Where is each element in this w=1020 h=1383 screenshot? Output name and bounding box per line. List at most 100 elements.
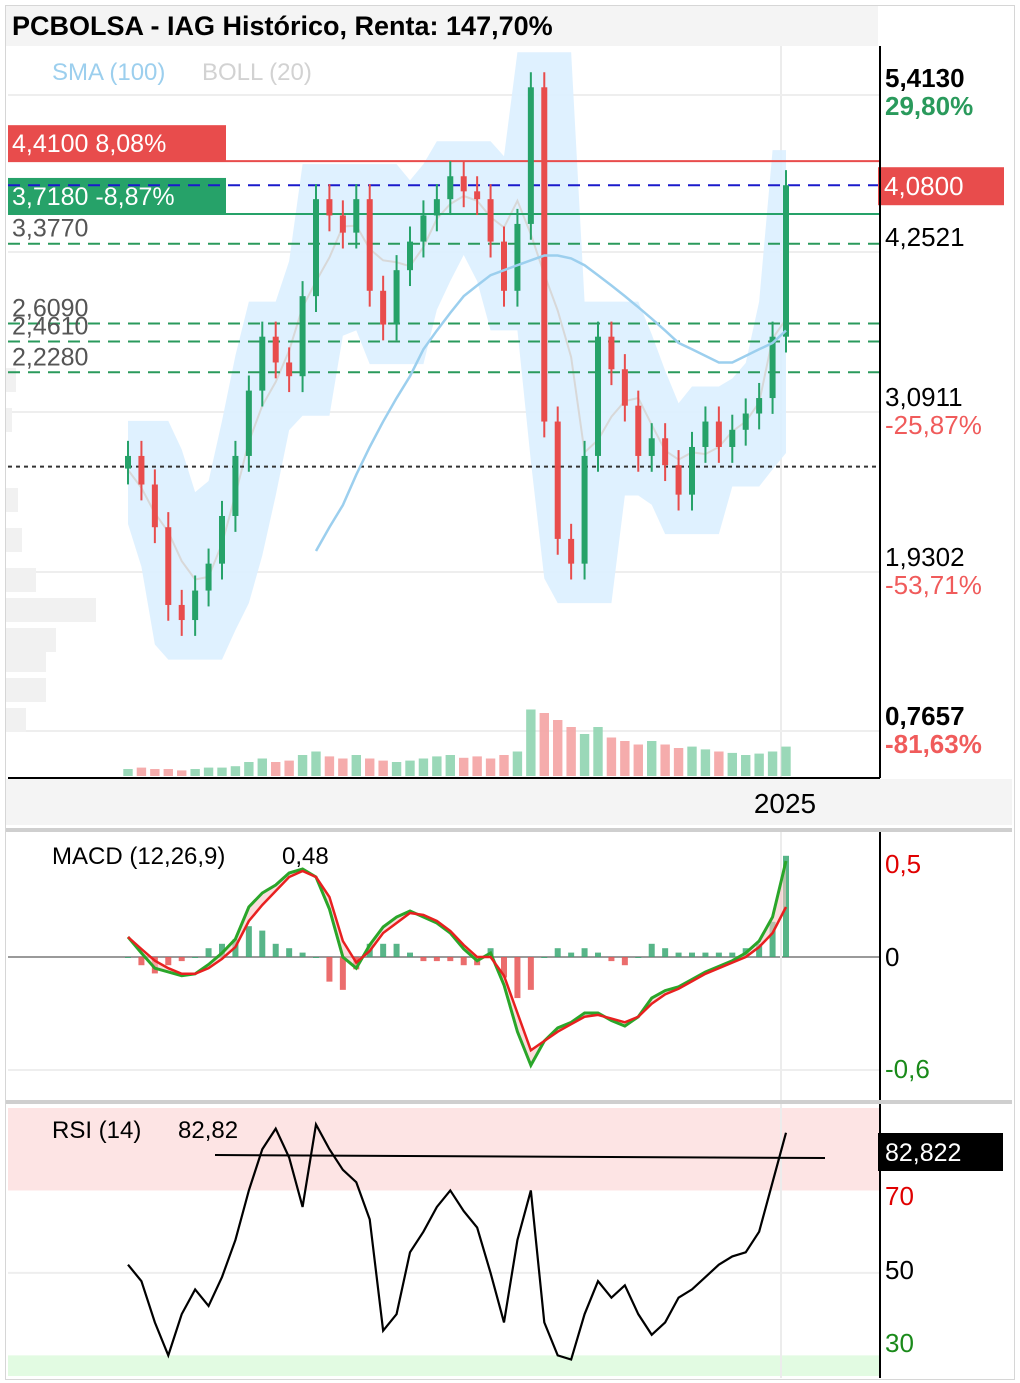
candle-body: [568, 538, 575, 564]
rsi-label: RSI (14): [52, 1117, 141, 1144]
volume-bar: [257, 758, 267, 776]
volume-profile-bar: [6, 568, 36, 592]
volume-bar: [445, 755, 455, 776]
volume-bars: [123, 709, 791, 776]
volume-profile-bar: [6, 368, 16, 392]
candle-body: [313, 199, 319, 297]
rsi-value: 82,82: [178, 1117, 238, 1144]
y-tick-percent: -53,71%: [885, 570, 982, 600]
macd-histogram-bar: [621, 957, 628, 966]
volume-bar: [324, 756, 335, 776]
candle-body: [729, 429, 736, 447]
candle-body: [447, 176, 454, 200]
macd-histogram-bar: [527, 957, 534, 990]
macd-histogram-bar: [192, 957, 199, 958]
volume-bar: [673, 748, 684, 776]
volume-bar: [700, 749, 711, 776]
candle-body: [769, 336, 776, 399]
volume-bar: [660, 744, 670, 776]
price-levels: 4,4100 8,08% 3,7180 -8,87% 3,3770 2,60902,4…: [8, 125, 880, 468]
dashed-level-label: 2,6090: [12, 294, 88, 322]
y-tick-percent: 29,80%: [885, 91, 973, 121]
page-title: PCBOLSA - IAG Histórico, Renta: 147,70%: [12, 11, 553, 41]
time-axis-strip: [6, 779, 1012, 825]
candle-body: [689, 446, 695, 495]
rsi-trendline: [214, 1154, 826, 1159]
volume-profile-bar: [6, 408, 12, 432]
candle-body: [245, 390, 252, 456]
macd-signal-line: [127, 869, 788, 1053]
volume-bar: [391, 762, 402, 776]
candle-body: [366, 199, 373, 291]
dashed-level-label: 2,4610: [12, 313, 88, 341]
volume-bar: [553, 720, 563, 776]
candle-body: [299, 296, 306, 377]
macd-histogram-bar: [407, 952, 413, 957]
macd-histogram-bar: [702, 952, 709, 957]
candle-body: [742, 413, 749, 430]
candle-body: [756, 398, 763, 414]
macd-histogram-bar: [393, 943, 400, 957]
candle-body: [527, 87, 534, 224]
candle-body: [783, 185, 789, 337]
level-tag-support: [8, 177, 226, 214]
x-tick-year: 2025: [754, 788, 816, 819]
volume-bar: [647, 741, 657, 776]
candle-body: [420, 215, 427, 242]
volume-bar: [754, 753, 764, 776]
title-bar: [6, 6, 878, 46]
volume-bar: [203, 767, 214, 776]
macd-line: [126, 860, 788, 1069]
volume-bar: [177, 770, 187, 776]
macd-histogram-bar: [769, 921, 776, 957]
y-tick-price: 0,7657: [885, 701, 965, 731]
macd-histogram-bar: [219, 943, 225, 957]
macd-histogram-bar: [568, 952, 575, 957]
macd-histogram-bar: [715, 952, 722, 957]
volume-profile-bar: [6, 648, 46, 672]
level-tag-resistance: [8, 125, 226, 162]
y-tick-price: 4,2521: [885, 222, 965, 252]
price-series: [125, 72, 789, 636]
candle-body: [662, 438, 669, 466]
candle-body: [326, 199, 333, 216]
rsi-line: [127, 1121, 788, 1361]
candle-body: [272, 336, 279, 363]
candle-body: [715, 421, 722, 447]
volume-bar: [485, 758, 496, 776]
volume-bar: [593, 727, 603, 776]
macd-histogram-bar: [447, 957, 454, 962]
volume-bar: [620, 741, 630, 776]
y-tick-percent: -25,87%: [885, 410, 982, 440]
macd-histogram-bar: [608, 957, 615, 962]
macd-panel: [8, 832, 880, 1100]
volume-bar: [512, 751, 523, 776]
volume-bar: [459, 757, 469, 776]
last-price-label: 4,0800: [884, 171, 964, 201]
candle-body: [554, 421, 561, 539]
rsi-tick-30: 30: [885, 1328, 914, 1358]
macd-histogram-bar: [205, 948, 212, 957]
macd-histogram-bar: [326, 957, 333, 982]
candle-body: [232, 455, 239, 516]
candle-body: [165, 527, 172, 605]
y-tick-percent: -81,63%: [885, 729, 982, 759]
macd-histogram-bar: [729, 952, 736, 957]
rsi-tick-50: 50: [885, 1255, 914, 1285]
macd-tick-bottom: -0,6: [885, 1054, 930, 1084]
macd-histogram-bar: [313, 957, 319, 958]
macd-histogram-bar: [635, 957, 642, 958]
rsi-tick-70: 70: [885, 1181, 914, 1211]
volume-profile-bar: [6, 528, 22, 552]
volume-bar: [136, 767, 147, 776]
macd-histogram-bar: [554, 948, 561, 957]
candle-body: [460, 176, 467, 192]
volume-bar: [217, 767, 227, 776]
macd-histogram-bar: [420, 957, 427, 962]
volume-bar: [687, 746, 697, 776]
rsi-last-value-box: [878, 1133, 1003, 1171]
candle-body: [595, 336, 601, 456]
volume-bar: [123, 769, 133, 776]
